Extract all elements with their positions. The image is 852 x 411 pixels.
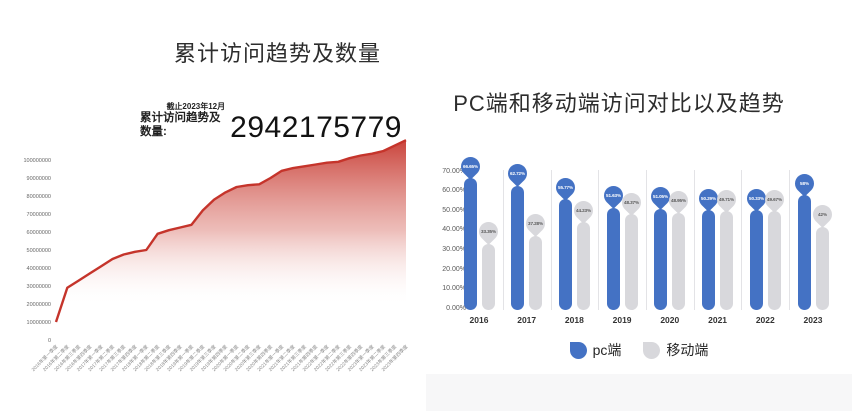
balloon-value-label: 48.37% [623,199,639,205]
year-axis-label: 2023 [803,315,823,325]
pc-bar [797,195,811,310]
y-axis-tick-label: 30000000 [27,284,51,290]
percent-axis-tick-label: 30.00% [442,246,466,254]
balloon-value-label: 49.71% [719,196,735,202]
left-chart-title: 累计访问趋势及数量 [173,41,381,66]
mobile-bar [672,212,686,310]
year-axis-label: 2017 [517,315,537,325]
balloon-value-label: 62.72% [510,171,526,177]
y-axis-tick-label: 60000000 [27,230,51,236]
balloon-value-label: 51.05% [653,194,669,200]
year-axis-label: 2018 [564,315,584,325]
mobile-value-balloon: 49.67% [760,185,788,213]
balloon-value-label: 55.77% [557,184,573,190]
right-chart-title: PC端和移动端访问对比以及趋势 [453,91,785,116]
mobile-drop-icon [643,341,661,359]
pc-bar [749,210,763,310]
mobile-value-balloon: 37.28% [522,210,550,238]
percent-axis-tick-label: 0.00% [446,305,466,312]
year-axis-label: 2022 [755,315,775,325]
mobile-value-balloon: 42% [808,201,836,228]
legend-item-pc: pc端 [569,340,622,360]
mobile-bar [720,211,734,310]
y-axis-tick-label: 40000000 [27,266,51,272]
balloon-value-label: 44.23% [575,207,591,213]
balloon-value-label: 42% [817,212,827,217]
balloon-value-label: 51.63% [605,193,621,198]
mobile-value-balloon: 48.37% [617,188,645,216]
y-axis-tick-label: 80000000 [27,194,51,200]
y-axis-tick-label: 20000000 [27,302,51,308]
year-axis-label: 2021 [708,315,728,325]
callout-date-caption: 截止2023年12月 [166,102,226,111]
mobile-bar [529,235,543,310]
pc-bar [654,208,668,310]
pc-bar [463,178,477,310]
y-axis-tick-label: 50000000 [27,248,51,254]
pc-value-balloon: 62.72% [504,160,532,188]
y-axis-tick-label: 100000000 [23,158,51,164]
balloon-value-label: 37.28% [528,221,544,227]
mobile-value-balloon: 33.35% [474,218,502,245]
mobile-bar [624,214,638,310]
cumulative-total-value: 2942175779 [230,110,402,144]
y-axis-tick-label: 90000000 [27,176,51,182]
pc-bar [702,210,716,310]
mobile-bar [576,222,590,310]
trend-line [54,139,407,323]
balloon-value-label: 58% [799,180,809,186]
group-separator-line [502,170,504,310]
percent-axis-tick-label: 20.00% [442,265,466,273]
group-separator-line [693,170,695,310]
group-separator-line [550,170,552,310]
bottom-background-band [426,374,852,411]
chart-legend: pc端 移动端 [426,340,852,360]
pc-value-balloon: 55.77% [551,173,579,201]
group-separator-line [646,170,647,310]
pc-bar [558,199,572,310]
percent-axis-tick-label: 40.00% [442,226,466,234]
balloon-value-label: 48.95% [671,198,687,204]
mobile-bar [767,211,781,310]
area-fill [56,140,406,340]
mobile-value-balloon: 44.23% [569,196,597,224]
year-axis-label: 2016 [469,315,489,325]
mobile-value-balloon: 49.71% [713,185,741,213]
legend-label-mobile: 移动端 [666,342,709,358]
y-axis-tick-label: 70000000 [27,212,51,218]
balloon-value-label: 33.35% [480,229,496,234]
group-separator-line [598,170,600,310]
pc-value-balloon: 58% [790,169,818,197]
y-axis-tick-label: 10000000 [27,320,51,326]
balloon-value-label: 50.29% [701,195,717,201]
legend-label-pc: pc端 [592,342,622,358]
group-separator-line [789,170,791,310]
percent-axis-tick-label: 60.00% [442,187,466,195]
percent-axis-tick-label: 10.00% [442,285,466,293]
balloon-value-label: 66.65% [462,163,478,169]
pc-bar [511,185,525,310]
year-axis-label: 2019 [612,315,632,325]
percent-axis-tick-label: 70.00% [442,167,466,175]
cumulative-total-callout: 截止2023年12月 累计访问趋势及数量: 2942175779 [140,102,402,143]
cumulative-area-chart: 0 10000000 20000000 30000000 40000000 5000000… [23,139,410,373]
balloon-value-label: 49.67% [766,196,782,202]
balloon-value-label: 50.33% [748,195,764,201]
mobile-bar [815,226,829,310]
pc-mobile-panel: PC端和移动端访问对比以及趋势 pc端 移动端 0.00% 10.00% 20.00… [426,0,852,411]
pc-drop-icon [569,341,587,359]
pc-bar [606,207,620,310]
year-axis-label: 2020 [660,315,680,325]
pc-value-balloon: 66.65% [456,152,484,180]
mobile-value-balloon: 48.95% [665,187,693,215]
group-separator-line [741,170,743,310]
callout-metric-caption: 累计访问趋势及数量: [140,112,221,138]
percent-axis-tick-label: 50.00% [442,206,466,214]
mobile-bar [481,243,495,310]
legend-item-mobile: 移动端 [643,340,708,360]
callout-captions: 截止2023年12月 累计访问趋势及数量: [140,102,225,143]
y-axis-tick-label: 0 [48,338,51,344]
